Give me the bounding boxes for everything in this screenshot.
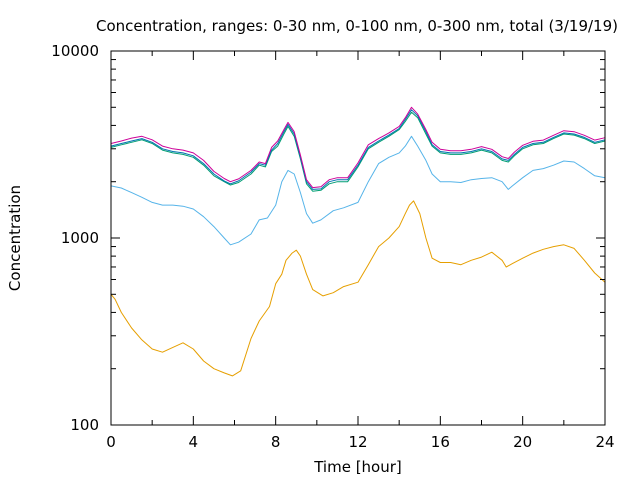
x-tick-label: 20 [513, 433, 532, 451]
x-tick-label: 4 [189, 433, 199, 451]
x-tick-label: 12 [348, 433, 367, 451]
y-tick-label: 100 [70, 416, 99, 434]
series-line-2 [110, 135, 606, 246]
x-axis-label: Time [hour] [313, 458, 402, 476]
x-tick-label: 8 [271, 433, 281, 451]
x-tick-label: 16 [431, 433, 450, 451]
series-line-5 [110, 106, 606, 189]
plot-area [110, 106, 606, 377]
series-line-4 [110, 109, 606, 190]
y-tick-label: 1000 [61, 229, 99, 247]
x-tick-label: 0 [106, 433, 116, 451]
series-line-1 [110, 200, 606, 377]
y-tick-label: 10000 [51, 42, 99, 60]
y-axis-label: Concentration [6, 185, 24, 291]
chart-title: Concentration, ranges: 0-30 nm, 0-100 nm… [96, 17, 618, 35]
plot-frame [110, 50, 606, 426]
series-line-3 [110, 111, 606, 192]
axes: 0 4 8 12 16 20 24 100 1000 10000 [51, 42, 614, 451]
x-tick-label: 24 [595, 433, 614, 451]
